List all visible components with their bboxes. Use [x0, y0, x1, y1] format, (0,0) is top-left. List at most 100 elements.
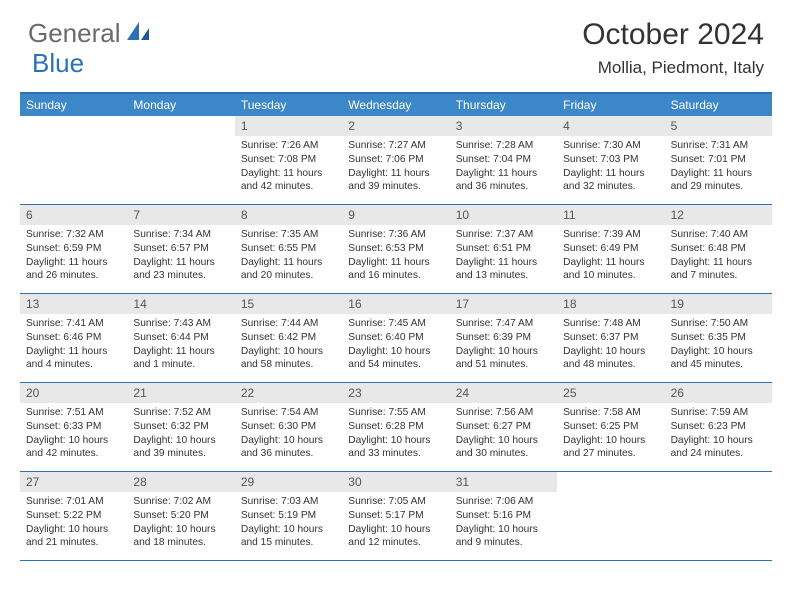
- day-details: Sunrise: 7:36 AMSunset: 6:53 PMDaylight:…: [342, 225, 449, 286]
- day-details: Sunrise: 7:06 AMSunset: 5:16 PMDaylight:…: [450, 492, 557, 553]
- day-details: [20, 136, 127, 142]
- day-details: Sunrise: 7:43 AMSunset: 6:44 PMDaylight:…: [127, 314, 234, 375]
- day-number: 25: [557, 383, 664, 403]
- calendar-day: 16Sunrise: 7:45 AMSunset: 6:40 PMDayligh…: [342, 294, 449, 382]
- day-details: Sunrise: 7:50 AMSunset: 6:35 PMDaylight:…: [665, 314, 772, 375]
- day-details: Sunrise: 7:01 AMSunset: 5:22 PMDaylight:…: [20, 492, 127, 553]
- day-details: Sunrise: 7:27 AMSunset: 7:06 PMDaylight:…: [342, 136, 449, 197]
- day-number: 9: [342, 205, 449, 225]
- day-details: [127, 136, 234, 142]
- day-number: 4: [557, 116, 664, 136]
- calendar-day: 14Sunrise: 7:43 AMSunset: 6:44 PMDayligh…: [127, 294, 234, 382]
- day-details: Sunrise: 7:34 AMSunset: 6:57 PMDaylight:…: [127, 225, 234, 286]
- calendar-day: 3Sunrise: 7:28 AMSunset: 7:04 PMDaylight…: [450, 116, 557, 204]
- day-details: Sunrise: 7:26 AMSunset: 7:08 PMDaylight:…: [235, 136, 342, 197]
- day-details: Sunrise: 7:51 AMSunset: 6:33 PMDaylight:…: [20, 403, 127, 464]
- weekday-header: Tuesday: [235, 94, 342, 116]
- calendar: SundayMondayTuesdayWednesdayThursdayFrid…: [20, 92, 772, 561]
- day-number: 29: [235, 472, 342, 492]
- day-number: 11: [557, 205, 664, 225]
- day-number: 20: [20, 383, 127, 403]
- calendar-day: 19Sunrise: 7:50 AMSunset: 6:35 PMDayligh…: [665, 294, 772, 382]
- day-number: 18: [557, 294, 664, 314]
- calendar-day: 30Sunrise: 7:05 AMSunset: 5:17 PMDayligh…: [342, 472, 449, 560]
- day-number: 8: [235, 205, 342, 225]
- calendar-day: [665, 472, 772, 560]
- logo-text-blue: Blue: [32, 48, 84, 78]
- calendar-day: 11Sunrise: 7:39 AMSunset: 6:49 PMDayligh…: [557, 205, 664, 293]
- day-number: 13: [20, 294, 127, 314]
- calendar-day: [20, 116, 127, 204]
- calendar-day: 31Sunrise: 7:06 AMSunset: 5:16 PMDayligh…: [450, 472, 557, 560]
- calendar-day: 23Sunrise: 7:55 AMSunset: 6:28 PMDayligh…: [342, 383, 449, 471]
- day-number: 24: [450, 383, 557, 403]
- calendar-week: 13Sunrise: 7:41 AMSunset: 6:46 PMDayligh…: [20, 294, 772, 383]
- calendar-day: 15Sunrise: 7:44 AMSunset: 6:42 PMDayligh…: [235, 294, 342, 382]
- day-number: 6: [20, 205, 127, 225]
- calendar-day: 28Sunrise: 7:02 AMSunset: 5:20 PMDayligh…: [127, 472, 234, 560]
- day-details: Sunrise: 7:44 AMSunset: 6:42 PMDaylight:…: [235, 314, 342, 375]
- day-details: Sunrise: 7:55 AMSunset: 6:28 PMDaylight:…: [342, 403, 449, 464]
- weekday-header: Thursday: [450, 94, 557, 116]
- day-number: 5: [665, 116, 772, 136]
- day-number: 21: [127, 383, 234, 403]
- title-block: October 2024 Mollia, Piedmont, Italy: [582, 18, 764, 78]
- day-number: 17: [450, 294, 557, 314]
- calendar-day: 21Sunrise: 7:52 AMSunset: 6:32 PMDayligh…: [127, 383, 234, 471]
- calendar-day: 8Sunrise: 7:35 AMSunset: 6:55 PMDaylight…: [235, 205, 342, 293]
- day-details: Sunrise: 7:58 AMSunset: 6:25 PMDaylight:…: [557, 403, 664, 464]
- day-details: Sunrise: 7:56 AMSunset: 6:27 PMDaylight:…: [450, 403, 557, 464]
- day-number: 2: [342, 116, 449, 136]
- day-number: 19: [665, 294, 772, 314]
- day-details: Sunrise: 7:39 AMSunset: 6:49 PMDaylight:…: [557, 225, 664, 286]
- calendar-week: 27Sunrise: 7:01 AMSunset: 5:22 PMDayligh…: [20, 472, 772, 561]
- day-details: [665, 492, 772, 498]
- day-number: 23: [342, 383, 449, 403]
- calendar-day: 17Sunrise: 7:47 AMSunset: 6:39 PMDayligh…: [450, 294, 557, 382]
- day-details: Sunrise: 7:28 AMSunset: 7:04 PMDaylight:…: [450, 136, 557, 197]
- calendar-day: 7Sunrise: 7:34 AMSunset: 6:57 PMDaylight…: [127, 205, 234, 293]
- day-details: Sunrise: 7:41 AMSunset: 6:46 PMDaylight:…: [20, 314, 127, 375]
- day-number: 12: [665, 205, 772, 225]
- logo: General: [28, 18, 153, 49]
- day-number: 1: [235, 116, 342, 136]
- day-number: 30: [342, 472, 449, 492]
- day-number: 7: [127, 205, 234, 225]
- calendar-day: 5Sunrise: 7:31 AMSunset: 7:01 PMDaylight…: [665, 116, 772, 204]
- day-details: Sunrise: 7:54 AMSunset: 6:30 PMDaylight:…: [235, 403, 342, 464]
- day-details: Sunrise: 7:31 AMSunset: 7:01 PMDaylight:…: [665, 136, 772, 197]
- weekday-header-row: SundayMondayTuesdayWednesdayThursdayFrid…: [20, 94, 772, 116]
- day-number: 28: [127, 472, 234, 492]
- weekday-header: Friday: [557, 94, 664, 116]
- calendar-day: [557, 472, 664, 560]
- day-details: Sunrise: 7:32 AMSunset: 6:59 PMDaylight:…: [20, 225, 127, 286]
- day-number: 14: [127, 294, 234, 314]
- day-number: 15: [235, 294, 342, 314]
- day-details: Sunrise: 7:03 AMSunset: 5:19 PMDaylight:…: [235, 492, 342, 553]
- calendar-day: 10Sunrise: 7:37 AMSunset: 6:51 PMDayligh…: [450, 205, 557, 293]
- day-details: Sunrise: 7:59 AMSunset: 6:23 PMDaylight:…: [665, 403, 772, 464]
- day-details: Sunrise: 7:05 AMSunset: 5:17 PMDaylight:…: [342, 492, 449, 553]
- weekday-header: Wednesday: [342, 94, 449, 116]
- day-details: Sunrise: 7:52 AMSunset: 6:32 PMDaylight:…: [127, 403, 234, 464]
- logo-text-general: General: [28, 18, 121, 49]
- header: General October 2024 Mollia, Piedmont, I…: [0, 0, 792, 86]
- day-number: 31: [450, 472, 557, 492]
- calendar-grid: 1Sunrise: 7:26 AMSunset: 7:08 PMDaylight…: [20, 116, 772, 561]
- calendar-day: 4Sunrise: 7:30 AMSunset: 7:03 PMDaylight…: [557, 116, 664, 204]
- day-details: Sunrise: 7:47 AMSunset: 6:39 PMDaylight:…: [450, 314, 557, 375]
- calendar-day: 2Sunrise: 7:27 AMSunset: 7:06 PMDaylight…: [342, 116, 449, 204]
- logo-text-blue-wrap: Blue: [32, 48, 84, 79]
- calendar-day: 27Sunrise: 7:01 AMSunset: 5:22 PMDayligh…: [20, 472, 127, 560]
- day-number: 3: [450, 116, 557, 136]
- calendar-day: 6Sunrise: 7:32 AMSunset: 6:59 PMDaylight…: [20, 205, 127, 293]
- calendar-day: 13Sunrise: 7:41 AMSunset: 6:46 PMDayligh…: [20, 294, 127, 382]
- calendar-day: 18Sunrise: 7:48 AMSunset: 6:37 PMDayligh…: [557, 294, 664, 382]
- calendar-day: 9Sunrise: 7:36 AMSunset: 6:53 PMDaylight…: [342, 205, 449, 293]
- day-number: 16: [342, 294, 449, 314]
- day-number: 10: [450, 205, 557, 225]
- calendar-week: 1Sunrise: 7:26 AMSunset: 7:08 PMDaylight…: [20, 116, 772, 205]
- day-details: [557, 492, 664, 498]
- day-details: Sunrise: 7:37 AMSunset: 6:51 PMDaylight:…: [450, 225, 557, 286]
- day-details: Sunrise: 7:48 AMSunset: 6:37 PMDaylight:…: [557, 314, 664, 375]
